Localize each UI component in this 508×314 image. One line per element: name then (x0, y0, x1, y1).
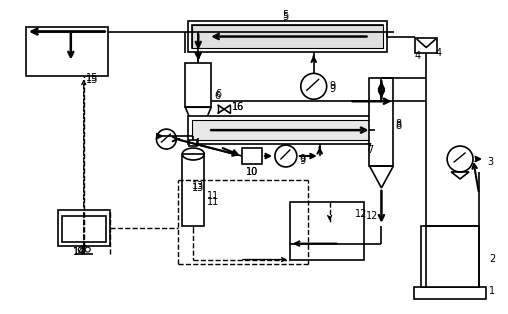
Text: 3: 3 (487, 157, 493, 167)
Text: 10: 10 (246, 167, 258, 177)
Text: 5: 5 (282, 10, 288, 20)
Bar (369, 78, 393, 166)
Text: 6: 6 (215, 89, 221, 99)
Text: 4: 4 (414, 51, 420, 62)
Text: 1: 1 (489, 286, 495, 296)
Bar (192, 24, 384, 48)
Text: 12: 12 (355, 209, 367, 219)
Text: 8: 8 (395, 119, 401, 129)
Text: 14: 14 (73, 246, 85, 257)
Bar (421, 226, 479, 287)
Bar (188, 116, 375, 144)
Bar (189, 140, 197, 146)
Bar (58, 210, 110, 246)
Text: 2: 2 (489, 253, 495, 263)
Bar (415, 287, 486, 299)
Text: 7: 7 (365, 143, 372, 153)
Bar (188, 21, 388, 52)
Text: 6: 6 (214, 91, 220, 101)
Bar (185, 63, 211, 107)
Text: 10: 10 (246, 167, 258, 177)
Text: 4: 4 (435, 48, 441, 58)
Text: 5: 5 (282, 12, 288, 22)
Bar (415, 38, 437, 53)
Text: 15: 15 (86, 75, 98, 85)
Text: 9: 9 (300, 154, 306, 164)
Bar (26, 27, 108, 76)
Text: 9: 9 (330, 81, 336, 91)
Text: 14: 14 (73, 246, 85, 257)
Bar (242, 148, 262, 164)
Text: 11: 11 (207, 191, 219, 201)
Bar (62, 216, 106, 242)
Text: 9: 9 (330, 84, 336, 94)
Bar (192, 24, 384, 48)
Bar (192, 120, 371, 140)
Bar (182, 154, 204, 226)
Text: 7: 7 (367, 145, 374, 155)
Text: 9: 9 (300, 156, 306, 166)
Text: 8: 8 (395, 121, 401, 131)
Text: 16: 16 (232, 102, 244, 112)
Text: 13: 13 (192, 183, 205, 193)
Text: 12: 12 (365, 211, 378, 221)
Text: 15: 15 (86, 73, 98, 83)
Text: 16: 16 (232, 102, 244, 112)
Bar (290, 202, 364, 260)
Text: 11: 11 (207, 197, 219, 207)
Text: 13: 13 (192, 181, 205, 191)
